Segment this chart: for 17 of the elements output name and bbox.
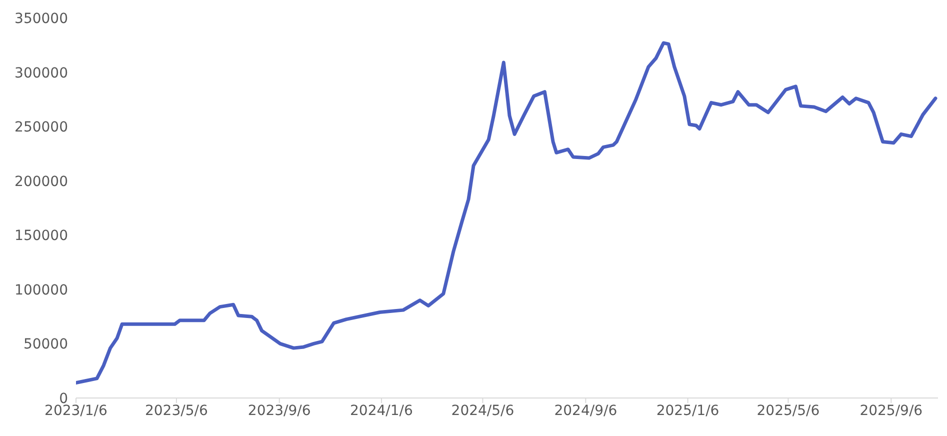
y-tick-label: 300000 (14, 65, 68, 82)
x-tick-label: 2024/5/6 (451, 402, 514, 419)
y-tick-label: 200000 (14, 174, 68, 190)
line-series (76, 41, 938, 385)
x-tick-label: 2025/9/6 (860, 402, 923, 419)
y-tick-label: 50000 (23, 336, 68, 353)
y-tick-label: 150000 (14, 228, 68, 244)
x-tick-label: 2025/5/6 (756, 402, 820, 419)
y-tick-label: 250000 (14, 120, 68, 136)
x-tick-label: 2024/1/6 (350, 402, 413, 419)
x-tick-label: 2023/1/6 (44, 402, 108, 419)
x-tick-label: 2025/1/6 (656, 402, 720, 419)
x-tick-label: 2024/9/6 (554, 402, 618, 419)
y-tick-label: 350000 (14, 10, 68, 27)
x-tick-label: 2023/5/6 (144, 402, 208, 419)
y-tick-label: 100000 (14, 282, 68, 298)
x-tick-label: 2023/9/6 (248, 402, 311, 419)
